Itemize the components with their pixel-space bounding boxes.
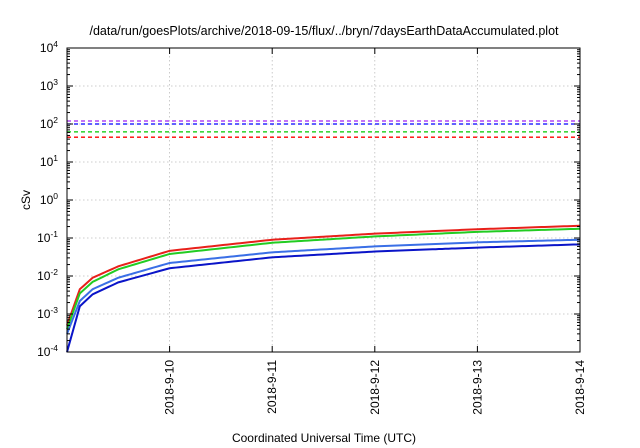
grid-lines: [67, 48, 580, 352]
x-tick-label: 2018-9-10: [163, 360, 177, 415]
chart-title: /data/run/goesPlots/archive/2018-09-15/f…: [89, 24, 559, 38]
y-axis-ticks: 10-4 10-3 10-2 10-1 100 101 102 103 104: [37, 39, 580, 359]
y-tick-label: 103: [40, 77, 58, 93]
y-tick-label: 100: [40, 191, 58, 207]
threshold-lines: [67, 120, 580, 138]
y-tick-label: 10-4: [37, 343, 58, 359]
y-tick-label: 10-2: [37, 267, 58, 283]
y-tick-label: 101: [40, 153, 58, 169]
x-tick-label: 2018-9-14: [573, 360, 587, 415]
series-line: [66, 224, 581, 326]
y-tick-label: 10-3: [37, 305, 58, 321]
x-axis-ticks: 2018-9-10 2018-9-11 2018-9-12 2018-9-13 2018…: [163, 48, 587, 415]
y-axis-label: cSv: [19, 190, 33, 210]
series-line: [66, 238, 581, 335]
y-tick-label: 104: [40, 39, 58, 55]
x-tick-label: 2018-9-11: [265, 360, 279, 414]
series-line: [66, 243, 581, 353]
y-tick-label: 102: [40, 115, 58, 131]
x-axis-label: Coordinated Universal Time (UTC): [232, 431, 416, 445]
x-tick-label: 2018-9-13: [470, 360, 484, 415]
series-line: [66, 227, 581, 330]
data-series: [66, 224, 581, 353]
y-tick-label: 10-1: [37, 229, 58, 245]
x-tick-label: 2018-9-12: [368, 360, 382, 415]
